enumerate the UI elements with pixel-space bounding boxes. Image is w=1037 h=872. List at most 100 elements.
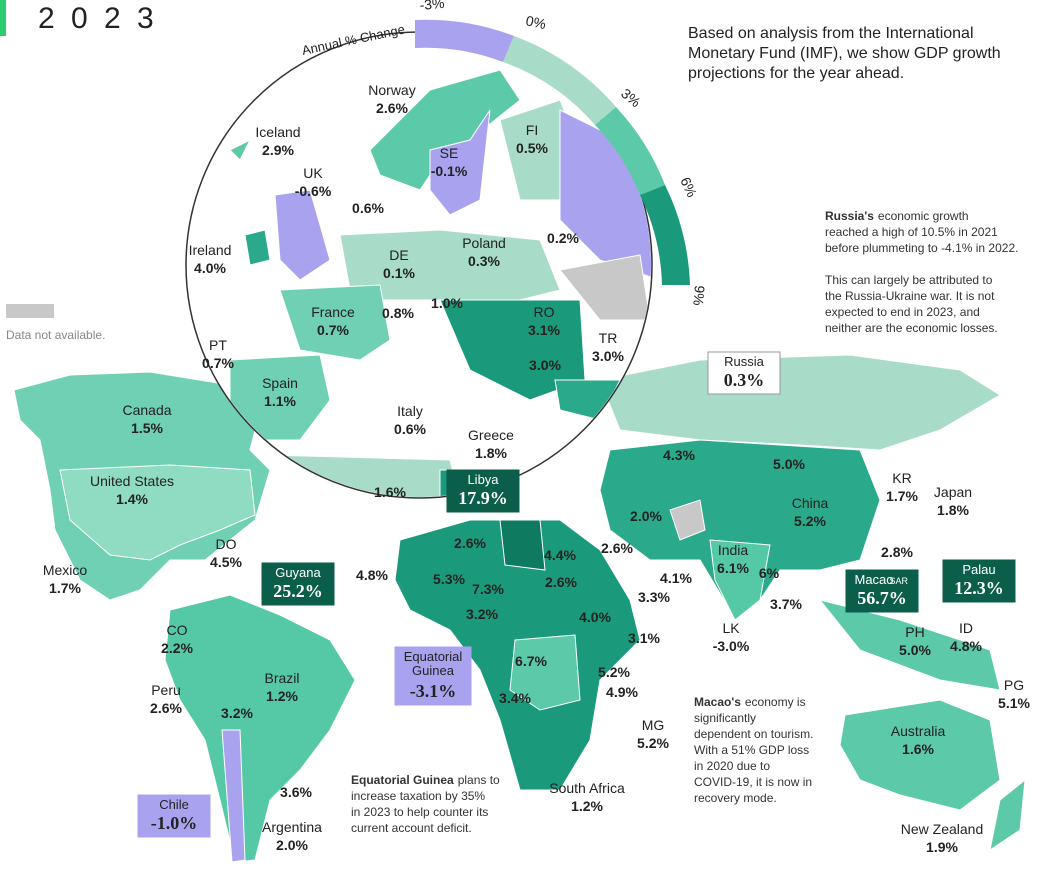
country-name: DE: [389, 247, 408, 263]
country-value: 3.0%: [529, 357, 561, 373]
country-name: MG: [642, 717, 665, 733]
callout-box: [261, 562, 335, 606]
country-name: PH: [905, 624, 924, 640]
country-value: 1.4%: [116, 491, 148, 507]
legend-text: Data not available.: [6, 328, 105, 342]
country-value: 4.0%: [579, 609, 611, 625]
note-text: expected to end in 2023, and: [825, 305, 980, 319]
country-name: Canada: [122, 402, 171, 418]
country-value: 2.0%: [276, 837, 308, 853]
country-name: Spain: [262, 375, 298, 391]
callout-suffix: SAR: [889, 576, 908, 586]
country-name: DO: [216, 536, 237, 552]
country-value: 1.0%: [431, 295, 463, 311]
country-value: 6%: [759, 565, 780, 581]
callout-box: [942, 559, 1016, 603]
country-value: 5.2%: [637, 735, 669, 751]
country-value: 2.6%: [545, 574, 577, 590]
country-value: 1.8%: [475, 445, 507, 461]
country-name: United States: [90, 473, 174, 489]
scale-tick: 0%: [524, 12, 547, 32]
callout-box: [707, 351, 781, 395]
header-title: 2 0 2 3: [38, 2, 158, 35]
country-name: France: [311, 304, 355, 320]
callout-box: [845, 569, 919, 613]
country-value: 6.1%: [717, 560, 749, 576]
country-name: Mexico: [43, 562, 88, 578]
country-value: 1.7%: [49, 580, 81, 596]
country-value: 3.1%: [528, 322, 560, 338]
scale-band: [640, 185, 690, 285]
country-name: China: [792, 495, 829, 511]
note-text: COVID-19, it is now in: [694, 775, 812, 789]
country-value: 2.2%: [161, 640, 193, 656]
country-value: 4.8%: [356, 567, 388, 583]
country-value: 0.3%: [468, 253, 500, 269]
scale-tick: 9%: [690, 285, 708, 307]
note-text: before plummeting to -4.1% in 2022.: [825, 241, 1018, 255]
note-text: dependent on tourism.: [694, 727, 813, 741]
country-value: 6.7%: [515, 653, 547, 669]
callout-name: Russia: [724, 354, 765, 369]
country-value: 0.6%: [394, 421, 426, 437]
country-name: TR: [599, 330, 618, 346]
callout-name: Equatorial Guinea: [404, 649, 463, 678]
country-value: 5.2%: [598, 664, 630, 680]
callout-value: -1.0%: [151, 813, 198, 833]
country-value: 5.0%: [773, 456, 805, 472]
callout-box: [137, 794, 211, 838]
callout-value: 56.7%: [857, 588, 907, 608]
country-value: 4.5%: [210, 554, 242, 570]
country-value: 1.2%: [571, 798, 603, 814]
country-name: New Zealand: [901, 821, 984, 837]
country-name: Norway: [368, 82, 415, 98]
callout-value: 12.3%: [954, 578, 1004, 598]
note-text: neither are the economic losses.: [825, 321, 998, 335]
country-value: 4.4%: [544, 547, 576, 563]
scale-tick: 6%: [677, 175, 700, 200]
country-name: LK: [722, 620, 740, 636]
country-value: 2.6%: [150, 700, 182, 716]
scale-tick: 3%: [618, 85, 644, 110]
country-name: UK: [303, 165, 323, 181]
country-value: 2.8%: [881, 544, 913, 560]
country-name: Argentina: [262, 819, 322, 835]
country-value: 0.8%: [382, 305, 414, 321]
country-name: PT: [209, 337, 227, 353]
callout-value: 17.9%: [458, 488, 508, 508]
country-name: Australia: [891, 723, 946, 739]
country-value: 5.1%: [998, 695, 1030, 711]
country-value: 1.1%: [264, 393, 296, 409]
country-value: 1.7%: [886, 488, 918, 504]
country-value: 7.3%: [472, 581, 504, 597]
country-value: 3.4%: [499, 690, 531, 706]
note-lead: Russia's: [825, 209, 874, 223]
country-value: 5.2%: [794, 513, 826, 529]
callout-value: 25.2%: [273, 581, 323, 601]
country-name: India: [718, 542, 749, 558]
note-text: This can largely be attributed to: [825, 273, 993, 287]
note-text: economic growth: [878, 209, 969, 223]
note-text: reached a high of 10.5% in 2021: [825, 225, 998, 239]
country-name: Iceland: [255, 124, 300, 140]
country-value: 0.6%: [352, 200, 384, 216]
note-text: increase taxation by 35%: [351, 789, 485, 803]
note-text: in 2020 due to: [694, 759, 770, 773]
note-text: the Russia-Ukraine war. It is not: [825, 289, 995, 303]
country-value: 5.3%: [433, 571, 465, 587]
country-value: 1.2%: [266, 688, 298, 704]
country-value: 0.2%: [547, 230, 579, 246]
note-text: plans to: [458, 773, 500, 787]
country-value: 4.3%: [663, 447, 695, 463]
landmasses: [13, 354, 1026, 863]
intro-text: Monetary Fund (IMF), we show GDP growth: [688, 45, 1001, 62]
note-text: current account deficit.: [351, 821, 472, 835]
callout-name: Chile: [159, 797, 189, 812]
country-value: 3.0%: [592, 348, 624, 364]
country-name: Japan: [934, 484, 972, 500]
callout-name: Macao: [854, 572, 893, 587]
note-text: in 2023 to help counter its: [351, 805, 488, 819]
country-value: 1.5%: [131, 420, 163, 436]
note-text: economy is: [745, 695, 806, 709]
country-name: Ireland: [189, 242, 232, 258]
